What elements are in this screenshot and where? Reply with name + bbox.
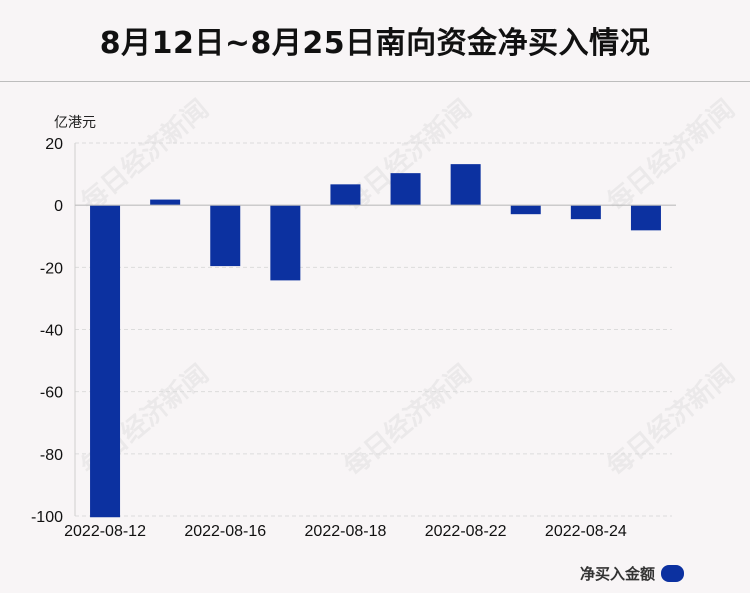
x-tick-label: 2022-08-22 <box>425 523 507 540</box>
y-tick-label: -20 <box>40 260 63 277</box>
y-tick-label: -80 <box>40 447 63 464</box>
bar <box>330 184 361 206</box>
bar <box>450 164 481 206</box>
bar <box>510 205 541 215</box>
legend: 净买入金额 <box>580 563 684 584</box>
chart-title: 8月12日~8月25日南向资金净买入情况 <box>99 26 651 61</box>
x-tick-label: 2022-08-18 <box>305 523 387 540</box>
legend-swatch <box>661 565 684 582</box>
y-axis-unit: 亿港元 <box>54 115 96 131</box>
bar <box>270 205 301 281</box>
y-tick-label: -60 <box>40 385 63 402</box>
bar <box>150 199 181 206</box>
legend-label: 净买入金额 <box>579 565 655 583</box>
y-tick-label: -40 <box>40 323 63 340</box>
x-tick-label: 2022-08-24 <box>545 523 627 540</box>
title-divider <box>0 81 750 82</box>
bar <box>210 205 241 267</box>
y-tick-label: -100 <box>31 509 63 526</box>
x-tick-label: 2022-08-16 <box>184 523 266 540</box>
bar <box>90 205 121 518</box>
y-tick-label: 0 <box>54 198 63 215</box>
bar <box>570 205 601 220</box>
x-tick-label: 2022-08-12 <box>64 523 146 540</box>
y-tick-label: 20 <box>45 136 63 153</box>
bar <box>630 205 661 231</box>
bar <box>390 173 421 206</box>
